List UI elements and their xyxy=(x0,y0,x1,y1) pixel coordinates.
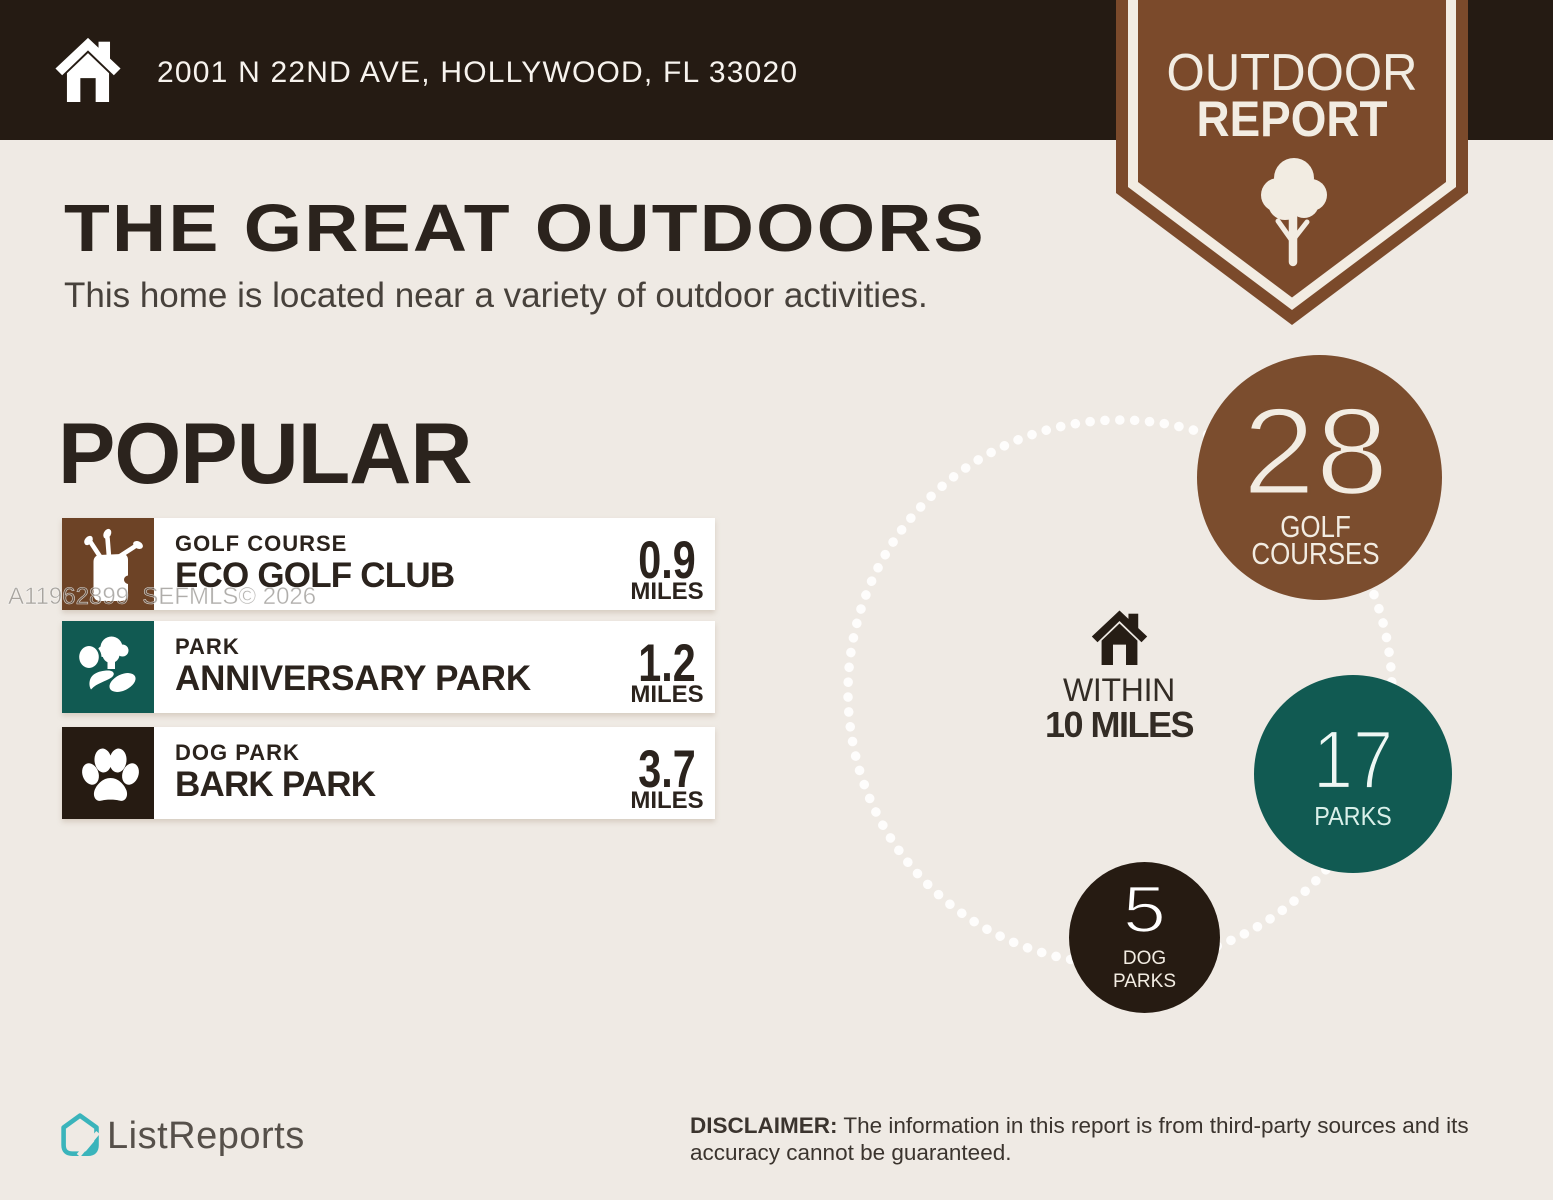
svg-text:OUTDOOR: OUTDOOR xyxy=(1167,44,1418,102)
svg-text:REPORT: REPORT xyxy=(1197,91,1388,147)
